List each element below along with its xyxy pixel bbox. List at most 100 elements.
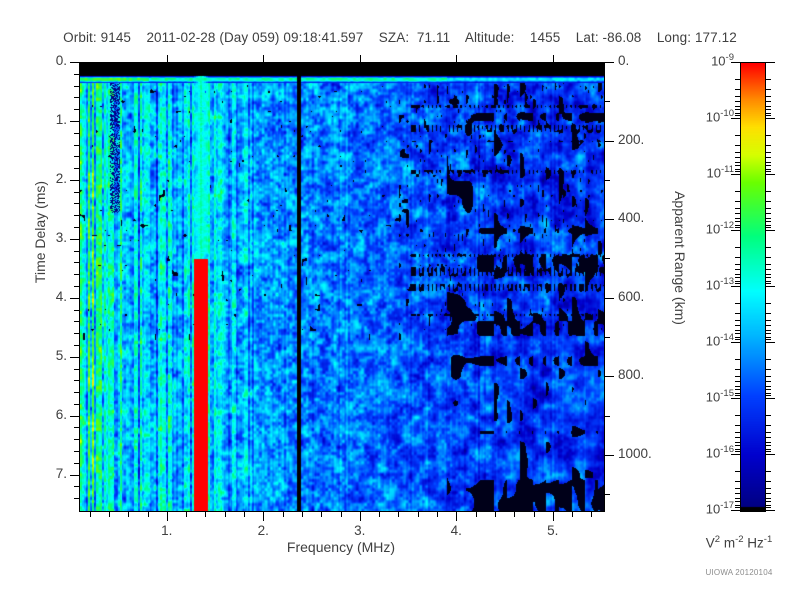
time-delay-tick-label: 5. [55,347,67,363]
colorbar-minor-tick [766,505,771,506]
frequency-minor-tick [341,512,342,517]
colorbar-minor-tick [766,145,771,146]
frequency-minor-tick [398,512,399,517]
frequency-minor-tick [283,512,284,517]
colorbar-tick-label: 10-16 [705,444,734,461]
frequency-minor-tick [225,512,226,517]
colorbar-tick-label: 10-13 [705,276,734,293]
colorbar-minor-tick [766,337,771,338]
frequency-minor-tick [109,512,110,517]
time-delay-minor-tick [74,498,79,499]
colorbar-minor-tick [766,325,771,326]
colorbar-minor-tick [766,113,771,114]
colorbar-minor-tick [766,369,771,370]
colorbar-minor-tick [735,169,740,170]
colorbar-minor-tick [735,106,740,107]
frequency-top-tick [263,55,264,62]
colorbar-minor-tick [735,425,740,426]
colorbar-tick [731,454,740,455]
colorbar-minor-tick [735,333,740,334]
colorbar-tick [731,286,740,287]
time-delay-tick-label: 1. [55,111,67,127]
colorbar-minor-tick [766,101,771,102]
colorbar-minor-tick [735,359,740,360]
colorbar-tick-label: 10-9 [711,52,734,69]
colorbar-minor-tick [735,381,740,382]
frequency-minor-tick [302,512,303,517]
apparent-range-major-tick [605,141,614,142]
colorbar-minor-tick [766,451,771,452]
colorbar-minor-tick [766,89,771,90]
colorbar-minor-tick [735,303,740,304]
time-delay-major-tick [70,475,79,476]
colorbar [740,62,766,512]
time-delay-minor-tick [74,345,79,346]
apparent-range-major-tick [605,219,614,220]
time-delay-minor-tick [74,333,79,334]
colorbar-minor-tick [766,445,771,446]
time-delay-minor-tick [74,133,79,134]
colorbar-tick [766,230,775,231]
colorbar-minor-tick [766,432,771,433]
colorbar-minor-tick [735,145,740,146]
colorbar-tick [766,62,775,63]
colorbar-tick [731,62,740,63]
colorbar-minor-tick [735,393,740,394]
colorbar-minor-tick [766,283,771,284]
colorbar-minor-tick [735,507,740,508]
frequency-tick-label: 2. [257,523,269,538]
colorbar-minor-tick [735,264,740,265]
colorbar-minor-tick [735,247,740,248]
colorbar-tick-label: 10-12 [705,220,734,237]
colorbar-minor-tick [735,221,740,222]
colorbar-tick [766,510,775,511]
colorbar-minor-tick [735,79,740,80]
colorbar-minor-tick [766,389,771,390]
colorbar-minor-tick [735,191,740,192]
colorbar-minor-tick [766,274,771,275]
colorbar-minor-tick [766,257,771,258]
time-delay-minor-tick [74,451,79,452]
colorbar-minor-tick [766,442,771,443]
frequency-top-tick [360,55,361,62]
colorbar-minor-tick [766,395,771,396]
time-delay-minor-tick [74,486,79,487]
colorbar-minor-tick [735,337,740,338]
colorbar-minor-tick [735,109,740,110]
time-delay-minor-tick [74,439,79,440]
colorbar-tick [731,118,740,119]
colorbar-minor-tick [735,442,740,443]
colorbar-tick [731,342,740,343]
colorbar-minor-tick [735,165,740,166]
plot-header-metadata: Orbit: 9145 2011-02-28 (Day 059) 09:18:4… [63,30,737,45]
time-delay-minor-tick [74,215,79,216]
apparent-range-minor-tick [605,180,610,181]
apparent-range-tick-label: 200. [618,131,645,147]
colorbar-tick [731,174,740,175]
frequency-tick-label: 3. [354,523,366,538]
colorbar-minor-tick [735,152,740,153]
frequency-top-tick [553,55,554,62]
colorbar-minor-tick [735,376,740,377]
frequency-minor-tick [418,512,419,517]
colorbar-minor-tick [766,359,771,360]
colorbar-minor-tick [766,507,771,508]
colorbar-minor-tick [766,498,771,499]
time-delay-major-tick [70,121,79,122]
colorbar-tick-label: 10-14 [705,332,734,349]
colorbar-minor-tick [766,157,771,158]
colorbar-minor-tick [735,201,740,202]
apparent-range-major-tick [605,376,614,377]
apparent-range-major-tick [605,62,614,63]
colorbar-minor-tick [766,481,771,482]
spectrogram-plot-area [79,62,605,512]
colorbar-minor-tick [735,96,740,97]
colorbar-minor-tick [766,333,771,334]
colorbar-minor-tick [766,165,771,166]
apparent-range-tick-label: 0. [618,53,630,68]
colorbar-minor-tick [735,386,740,387]
time-delay-minor-tick [74,227,79,228]
apparent-range-tick-label: 400. [618,210,645,226]
colorbar-minor-tick [766,381,771,382]
colorbar-tick [731,230,740,231]
